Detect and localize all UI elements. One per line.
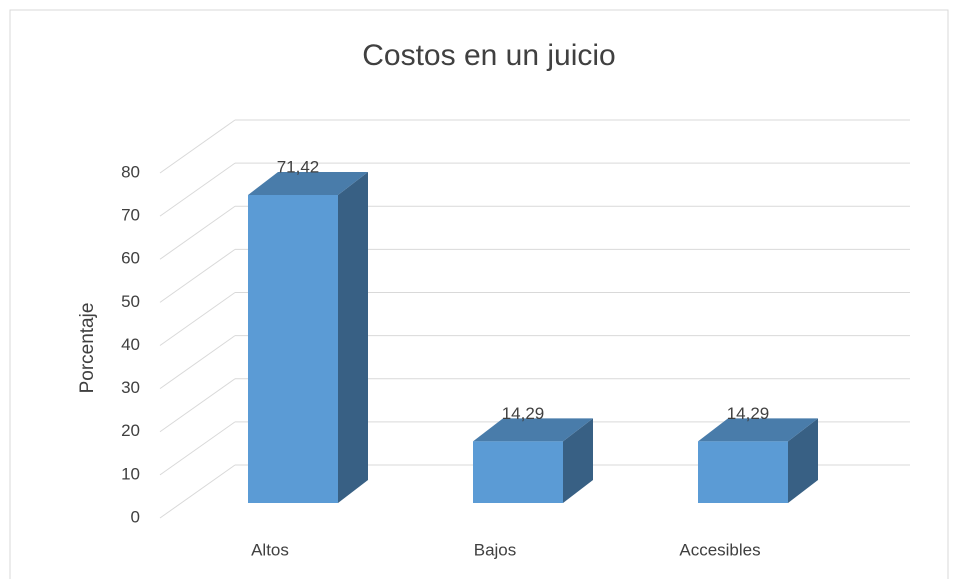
chart-title: Costos en un juicio bbox=[362, 39, 615, 72]
data-label: 14,29 bbox=[727, 404, 770, 423]
grid-line bbox=[159, 248, 236, 303]
bar-top bbox=[473, 418, 593, 442]
x-tick-label: Altos bbox=[251, 540, 289, 559]
y-tick-label: 30 bbox=[121, 378, 140, 397]
x-tick-label: Accesibles bbox=[679, 540, 760, 559]
grid-line bbox=[159, 162, 236, 217]
bar bbox=[473, 441, 563, 503]
y-tick-label: 70 bbox=[121, 206, 140, 225]
data-label: 71,42 bbox=[277, 157, 320, 176]
grid-line bbox=[159, 378, 236, 433]
grid-line bbox=[159, 292, 236, 346]
y-tick-label: 60 bbox=[121, 249, 140, 268]
bar-top bbox=[248, 172, 368, 196]
grid-line bbox=[159, 335, 236, 390]
bar-top bbox=[698, 418, 818, 442]
bar-side bbox=[563, 418, 593, 503]
data-label: 14,29 bbox=[502, 404, 545, 423]
bar bbox=[248, 195, 338, 503]
y-tick-label: 20 bbox=[121, 421, 140, 440]
grid-line bbox=[159, 205, 236, 260]
y-tick-label: 0 bbox=[131, 507, 140, 526]
bar-side bbox=[788, 418, 818, 503]
bar-side bbox=[338, 172, 368, 503]
grid-line bbox=[159, 464, 236, 519]
grid-line bbox=[159, 421, 236, 476]
y-tick-label: 80 bbox=[121, 162, 140, 181]
bar bbox=[698, 441, 788, 503]
grid-line bbox=[159, 119, 236, 174]
y-axis-label: Porcentaje bbox=[77, 303, 98, 394]
y-tick-label: 10 bbox=[121, 464, 140, 483]
y-tick-label: 50 bbox=[121, 292, 140, 311]
y-tick-label: 40 bbox=[121, 335, 140, 354]
x-tick-label: Bajos bbox=[474, 540, 517, 559]
